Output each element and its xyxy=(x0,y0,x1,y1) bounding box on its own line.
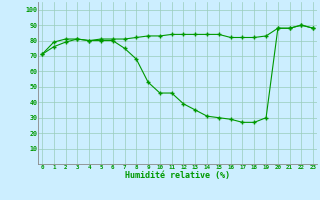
X-axis label: Humidité relative (%): Humidité relative (%) xyxy=(125,171,230,180)
